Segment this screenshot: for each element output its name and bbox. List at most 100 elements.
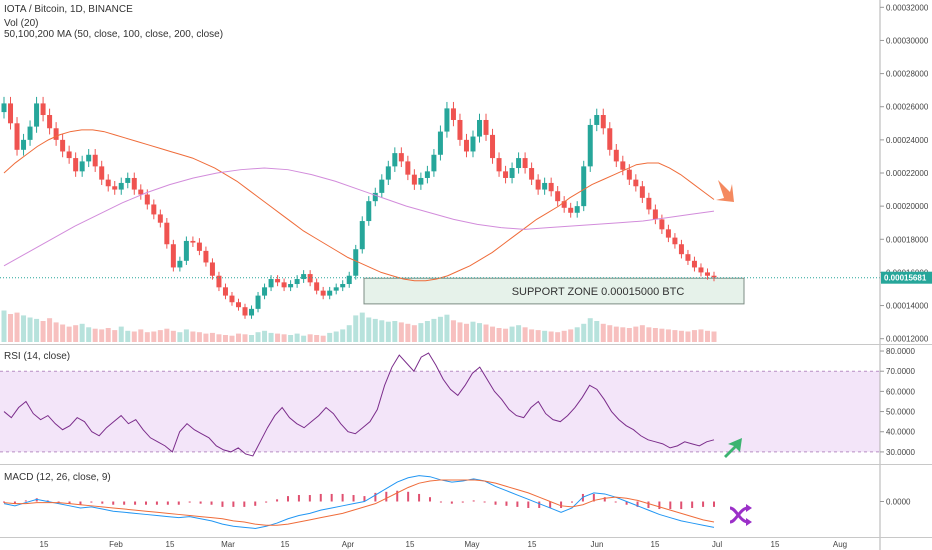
- macd-histogram-bar: [363, 496, 366, 502]
- volume-bar: [294, 333, 300, 342]
- price-tick-label: 0.00012000: [886, 335, 929, 344]
- macd-histogram-bar: [691, 501, 694, 508]
- arrow-down-right-icon-shape: [716, 180, 734, 202]
- time-tick-label: May: [464, 540, 479, 549]
- signal-line: [3, 479, 715, 526]
- volume-label: Vol (20): [4, 18, 39, 29]
- candle-body: [112, 186, 118, 190]
- candle-body: [594, 115, 600, 125]
- volume-bar: [411, 325, 417, 342]
- volume-bar: [151, 331, 157, 342]
- candle-body: [346, 275, 352, 285]
- macd-histogram-bar: [341, 493, 344, 502]
- rsi-pane[interactable]: [0, 352, 880, 458]
- volume-bar: [125, 330, 131, 342]
- macd-histogram-bar: [155, 501, 158, 505]
- time-tick-label: Mar: [221, 540, 235, 549]
- volume-bar: [255, 332, 261, 342]
- volume-bar: [372, 318, 378, 342]
- candle-body: [53, 128, 59, 140]
- candle-body: [496, 158, 502, 172]
- price-tick-label: 0.00020000: [886, 202, 929, 211]
- macd-histogram-bar: [658, 501, 661, 510]
- volume-bar: [216, 334, 222, 342]
- candle-body: [509, 168, 515, 178]
- candle-body: [444, 108, 450, 132]
- candle-body: [320, 290, 326, 296]
- volume-bar: [542, 330, 548, 342]
- volume-bar: [92, 328, 98, 342]
- time-tick-label: 15: [651, 540, 660, 549]
- volume-bar: [431, 318, 437, 342]
- volume-bar: [555, 332, 561, 342]
- candle-body: [457, 119, 463, 140]
- macd-label: MACD (12, 26, close, 9): [4, 472, 111, 483]
- volume-bar: [561, 330, 567, 342]
- volume-bar: [66, 326, 72, 342]
- candle-body: [372, 192, 378, 202]
- macd-histogram-bar: [647, 501, 650, 508]
- volume-bar: [711, 331, 717, 342]
- last-price-label: 0.00015681: [884, 274, 927, 283]
- volume-bar: [229, 335, 235, 342]
- candle-body: [209, 262, 215, 276]
- time-tick-label: Jul: [712, 540, 722, 549]
- volume-bar: [470, 321, 476, 342]
- volume-bar: [379, 320, 385, 342]
- candle-body: [131, 177, 137, 190]
- candle-body: [288, 284, 294, 288]
- macd-histogram-bar: [3, 501, 5, 503]
- macd-histogram-bar: [472, 500, 475, 502]
- volume-bar: [392, 321, 398, 342]
- candle-body: [99, 166, 105, 180]
- support-zone-label: SUPPORT ZONE 0.00015000 BTC: [512, 286, 685, 298]
- volume-bar: [281, 334, 287, 342]
- rsi-label: RSI (14, close): [4, 351, 71, 362]
- price-tick-label: 0.00026000: [886, 103, 929, 112]
- volume-bar: [672, 330, 678, 342]
- volume-bar: [222, 335, 228, 342]
- volume-bar: [8, 314, 14, 342]
- volume-bar: [477, 323, 483, 342]
- candle-body: [307, 274, 313, 283]
- volume-bar: [385, 321, 391, 342]
- macd-histogram-bar: [13, 501, 16, 504]
- crossover-icon: [729, 504, 752, 526]
- volume-bar: [60, 324, 66, 342]
- price-pane[interactable]: SUPPORT ZONE 0.00015000 BTC: [0, 96, 880, 342]
- macd-histogram-bar: [112, 501, 115, 505]
- candle-body: [268, 279, 274, 288]
- price-tick-label: 0.00022000: [886, 169, 929, 178]
- macd-histogram-bar: [713, 501, 715, 507]
- macd-pane[interactable]: [3, 475, 752, 529]
- candle-body: [79, 161, 85, 172]
- candle-body: [574, 206, 580, 213]
- macd-histogram-bar: [297, 495, 300, 502]
- candle-body: [450, 108, 456, 120]
- macd-histogram-bar: [68, 501, 71, 504]
- volume-bar: [691, 330, 697, 342]
- candle-body: [125, 177, 131, 183]
- macd-histogram-bar: [429, 497, 431, 502]
- candle-body: [170, 244, 176, 268]
- candle-body: [157, 214, 163, 223]
- candle-body: [144, 194, 150, 205]
- rsi-tick-label: 70.0000: [886, 367, 915, 376]
- macd-histogram-bar: [592, 493, 595, 502]
- volume-bar: [652, 328, 658, 342]
- candle-body: [47, 115, 53, 129]
- candle-body: [483, 119, 489, 135]
- volume-bar: [685, 331, 691, 342]
- volume-bar: [118, 326, 124, 342]
- volume-bar: [346, 325, 352, 342]
- candle-body: [704, 272, 710, 276]
- macd-histogram-bar: [702, 501, 705, 507]
- candle-body: [646, 197, 652, 210]
- candle-body: [711, 275, 717, 278]
- candle-body: [568, 207, 574, 213]
- macd-histogram-bar: [57, 501, 60, 503]
- volume-bar: [659, 328, 665, 342]
- rsi-tick-label: 30.0000: [886, 448, 915, 457]
- candle-body: [359, 221, 365, 250]
